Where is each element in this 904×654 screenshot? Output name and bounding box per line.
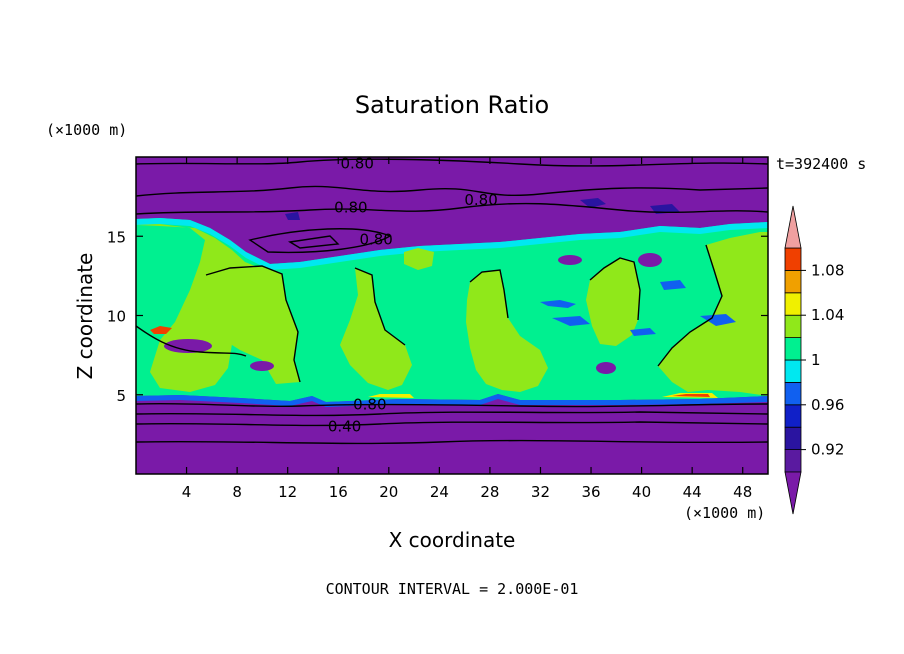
red-highlight [150,326,172,334]
field-lower-edge [136,394,768,407]
contour-label: 0.80 [353,395,386,413]
colorbar-segment [784,247,802,271]
colorbar-segment [784,269,802,294]
green-patch [658,232,768,396]
y-axis-ticks: 5 10 15 [107,228,768,405]
dry-pocket [596,362,616,374]
dry-pocket [250,361,274,371]
x-tick-label: 40 [632,483,651,501]
green-patch [404,248,434,270]
x-tick-label: 20 [379,483,398,501]
green-patch [340,268,412,390]
x-tick-label: 24 [430,483,449,501]
contour-field [136,157,768,474]
y-tick-label: 15 [107,228,126,246]
green-patch [204,266,300,384]
x-tick-label: 48 [733,483,752,501]
colorbar-segment [784,426,802,451]
yellow-highlight [368,394,414,398]
contour-label: 0.80 [464,191,497,209]
y-unit-label: (×1000 m) [46,121,127,139]
colorbar-segment [784,404,802,428]
x-axis-label: X coordinate [389,528,516,552]
contour-label: 0.80 [359,230,392,248]
y-axis-label: Z coordinate [73,253,97,380]
time-label: t=392400 s [776,155,866,173]
x-axis-ticks: 4 8 12 16 20 24 28 32 36 40 44 48 [182,157,752,501]
colorbar-segment [784,314,802,339]
x-tick-label: 4 [182,483,192,501]
colorbar-label: 1 [811,351,821,369]
colorbar-segment [784,381,802,406]
contour-label: 0.80 [334,199,367,217]
x-tick-label: 12 [278,483,297,501]
colorbar-label: 1.08 [811,261,844,279]
red-highlight [672,394,710,397]
field-upper-layer [136,157,768,264]
dry-pocket [558,255,582,265]
colorbar-segment [784,449,802,473]
dry-pocket [164,339,212,353]
colorbar-label: 0.96 [811,396,844,414]
contour-labels: 0.80 0.80 0.80 0.80 0.80 0.40 [328,154,498,435]
x-tick-label: 16 [329,483,348,501]
x-tick-label: 36 [581,483,600,501]
colorbar-over-triangle [784,205,802,249]
x-tick-label: 44 [683,483,702,501]
contour-label: 0.40 [328,417,361,435]
x-unit-label: (×1000 m) [684,504,765,522]
x-tick-label: 28 [480,483,499,501]
dry-pocket [638,253,662,267]
contour-label: 0.80 [340,154,373,172]
contour-interval-footer: CONTOUR INTERVAL = 2.000E-01 [326,580,579,598]
y-tick-label: 5 [116,387,126,405]
colorbar-segment [784,359,802,383]
y-tick-label: 10 [107,308,126,326]
green-patch [466,270,548,392]
colorbar-under-triangle [784,471,802,515]
green-patch [586,258,640,346]
chart-title: Saturation Ratio [355,91,549,119]
field-lower-layer [136,394,768,474]
x-tick-label: 8 [232,483,242,501]
colorbar: 0.92 0.96 1 1.04 1.08 [784,205,844,515]
x-tick-label: 32 [531,483,550,501]
colorbar-segment [784,337,802,361]
colorbar-label: 0.92 [811,441,844,459]
colorbar-segment [784,292,802,316]
colorbar-label: 1.04 [811,306,844,324]
